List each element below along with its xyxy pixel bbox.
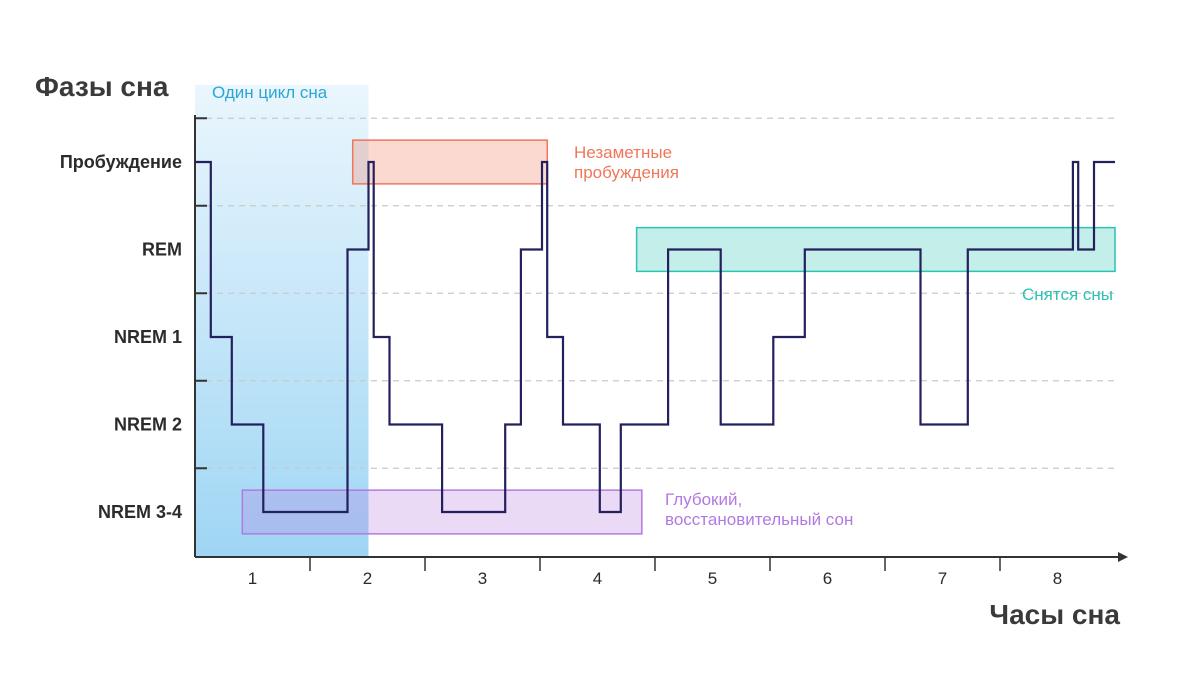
- x-axis-arrow: [1118, 552, 1128, 562]
- y-level-label: NREM 3-4: [98, 502, 182, 522]
- x-axis-title: Часы сна: [989, 599, 1120, 630]
- x-tick-label: 6: [823, 569, 832, 588]
- annotation-label: Незаметные пробуждения: [574, 143, 679, 182]
- y-level-label: Пробуждение: [60, 152, 182, 172]
- annotation-label: Один цикл сна: [212, 83, 328, 102]
- y-axis-title: Фазы сна: [35, 71, 169, 102]
- sleep-cycle-band: [195, 85, 369, 557]
- x-tick-label: 4: [593, 569, 602, 588]
- y-level-label: REM: [142, 240, 182, 260]
- y-level-label: NREM 1: [114, 327, 182, 347]
- hypnogram-line: [195, 160, 1115, 514]
- x-tick-label: 5: [708, 569, 717, 588]
- x-tick-label: 8: [1053, 569, 1062, 588]
- x-tick-label: 1: [248, 569, 257, 588]
- y-level-label: NREM 2: [114, 415, 182, 435]
- annotation-label: Глубокий, восстановительный сон: [665, 490, 853, 529]
- x-tick-label: 3: [478, 569, 487, 588]
- annotation-box: [351, 139, 548, 185]
- x-tick-label: 7: [938, 569, 947, 588]
- x-tick-label: 2: [363, 569, 372, 588]
- annotation-label: Снятся сны: [1022, 285, 1113, 304]
